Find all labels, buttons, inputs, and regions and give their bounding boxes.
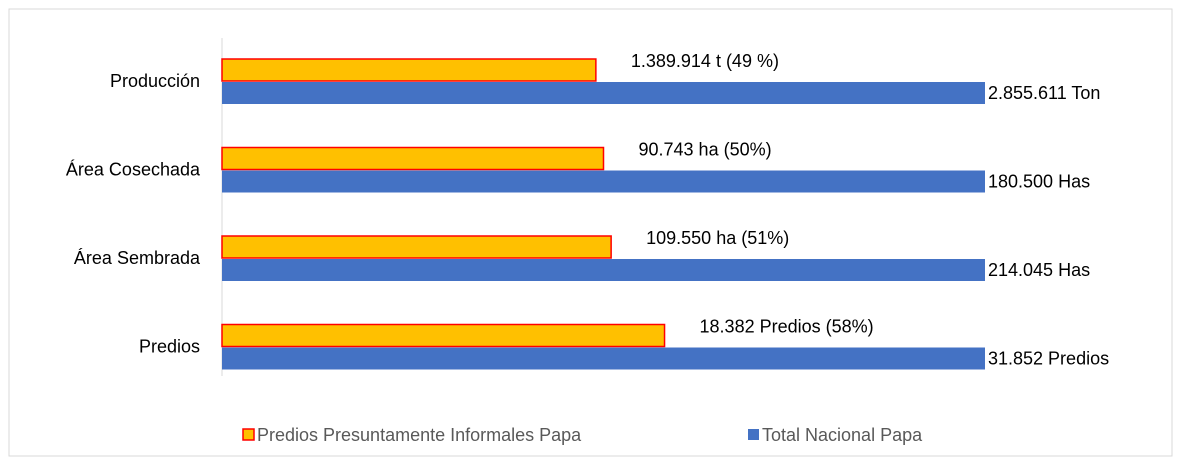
value-label: 109.550 ha (51%) xyxy=(646,228,789,248)
bar xyxy=(221,146,605,171)
y-tick-label: Producción xyxy=(110,71,200,91)
bar xyxy=(222,170,985,193)
bar xyxy=(221,235,612,259)
y-tick-label: Área Cosechada xyxy=(66,159,201,179)
value-label: 2.855.611 Ton xyxy=(988,83,1100,103)
value-label: 1.389.914 t (49 %) xyxy=(631,51,779,71)
bar xyxy=(222,82,985,104)
bar xyxy=(221,323,666,348)
legend-swatch xyxy=(748,429,759,440)
bar xyxy=(221,58,597,82)
chart-border xyxy=(8,8,1173,457)
y-tick-label: Área Sembrada xyxy=(74,248,201,268)
value-label: 18.382 Predios (58%) xyxy=(700,316,874,336)
y-tick-label: Predios xyxy=(139,336,200,356)
value-label: 214.045 Has xyxy=(988,260,1090,280)
bar xyxy=(222,347,985,370)
legend-label: Total Nacional Papa xyxy=(762,425,923,445)
bar xyxy=(222,259,985,281)
value-label: 31.852 Predios xyxy=(988,348,1109,368)
value-label: 180.500 Has xyxy=(988,171,1090,191)
value-label: 90.743 ha (50%) xyxy=(639,139,772,159)
legend-label: Predios Presuntamente Informales Papa xyxy=(257,425,582,445)
legend-swatch xyxy=(242,428,255,441)
